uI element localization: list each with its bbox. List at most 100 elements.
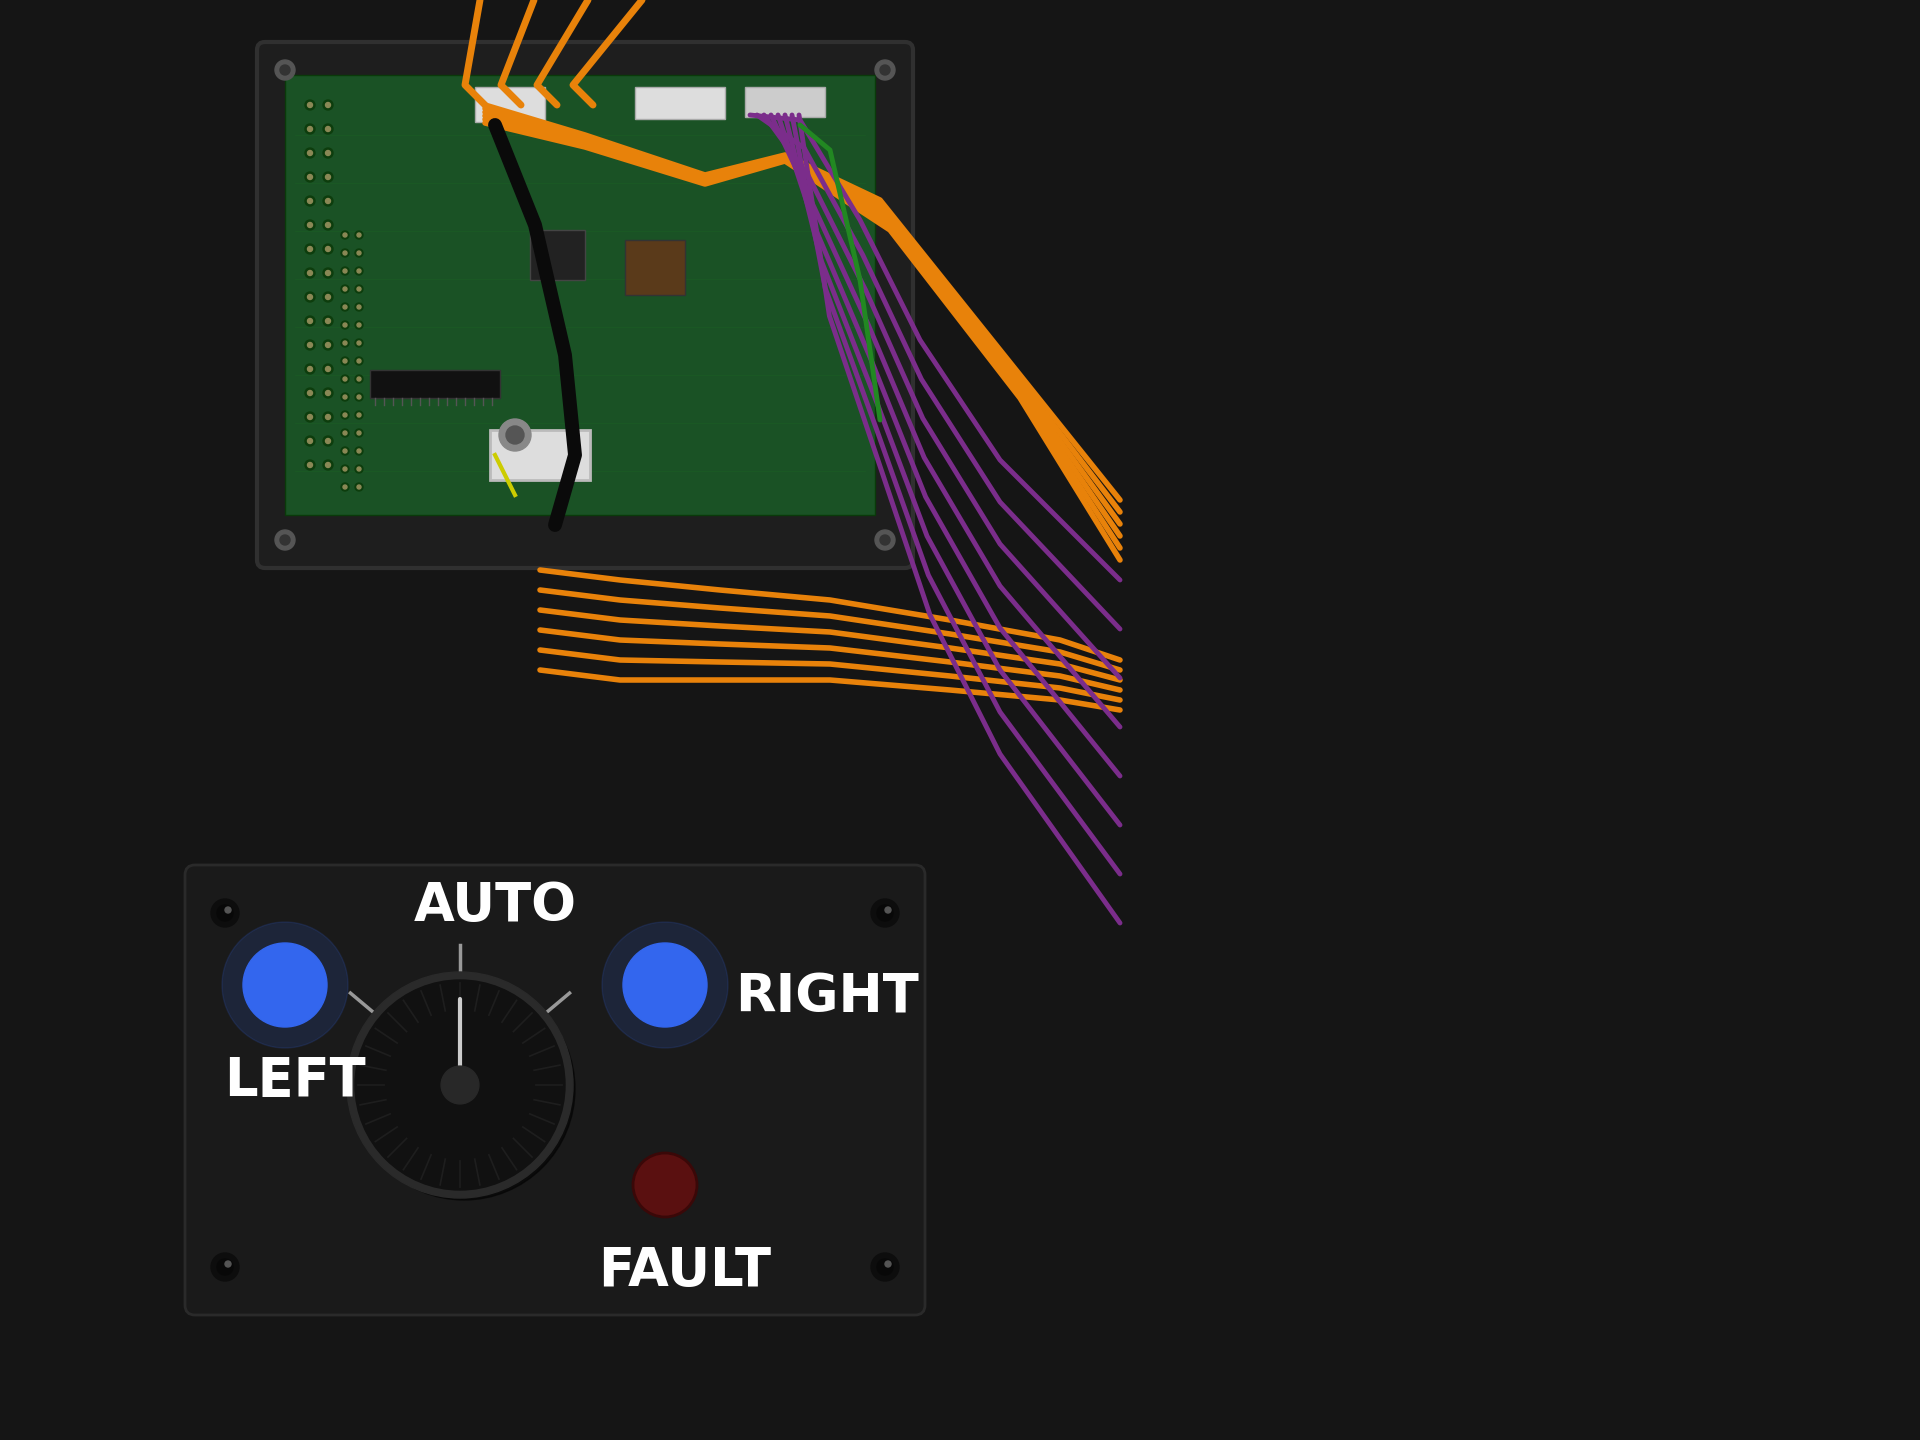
Circle shape — [305, 387, 315, 397]
Bar — [490, 431, 589, 480]
Circle shape — [323, 268, 332, 278]
Circle shape — [357, 251, 361, 255]
Circle shape — [357, 377, 361, 382]
Circle shape — [323, 459, 332, 469]
Circle shape — [355, 374, 363, 383]
Circle shape — [223, 922, 348, 1048]
Circle shape — [305, 268, 315, 278]
Circle shape — [211, 899, 238, 927]
Circle shape — [305, 220, 315, 230]
Circle shape — [876, 60, 895, 81]
Circle shape — [217, 904, 232, 922]
Circle shape — [342, 374, 349, 383]
Circle shape — [323, 148, 332, 158]
Circle shape — [344, 287, 348, 291]
Circle shape — [323, 315, 332, 325]
Circle shape — [344, 395, 348, 399]
Circle shape — [305, 315, 315, 325]
FancyBboxPatch shape — [257, 42, 914, 567]
Bar — [626, 240, 685, 295]
Circle shape — [307, 223, 313, 228]
Circle shape — [344, 485, 348, 490]
Circle shape — [307, 102, 313, 108]
Circle shape — [355, 338, 363, 347]
Circle shape — [305, 148, 315, 158]
Circle shape — [355, 321, 363, 328]
Circle shape — [225, 1261, 230, 1267]
Circle shape — [357, 485, 361, 490]
Circle shape — [355, 465, 363, 472]
Circle shape — [342, 321, 349, 328]
Circle shape — [305, 124, 315, 134]
Circle shape — [355, 981, 564, 1189]
Text: AUTO: AUTO — [413, 880, 576, 932]
Circle shape — [307, 318, 313, 324]
Circle shape — [355, 266, 363, 275]
Circle shape — [885, 1261, 891, 1267]
Circle shape — [307, 390, 313, 396]
Circle shape — [326, 199, 330, 203]
Circle shape — [326, 246, 330, 252]
Circle shape — [355, 230, 363, 239]
Circle shape — [326, 390, 330, 396]
Bar — [530, 230, 586, 279]
Circle shape — [307, 462, 313, 468]
Circle shape — [877, 904, 893, 922]
Circle shape — [307, 174, 313, 180]
Circle shape — [348, 972, 572, 1198]
Circle shape — [326, 223, 330, 228]
Circle shape — [305, 99, 315, 109]
Circle shape — [211, 1253, 238, 1282]
Circle shape — [307, 295, 313, 300]
Circle shape — [323, 220, 332, 230]
Circle shape — [326, 367, 330, 372]
Circle shape — [877, 1259, 893, 1274]
Circle shape — [357, 305, 361, 310]
Circle shape — [326, 102, 330, 108]
Circle shape — [879, 65, 891, 75]
Circle shape — [307, 367, 313, 372]
Circle shape — [323, 243, 332, 253]
Circle shape — [344, 269, 348, 274]
Circle shape — [357, 449, 361, 454]
Circle shape — [342, 482, 349, 491]
Circle shape — [342, 465, 349, 472]
Circle shape — [357, 287, 361, 291]
Circle shape — [344, 341, 348, 346]
Circle shape — [323, 196, 332, 206]
Circle shape — [622, 943, 707, 1027]
Circle shape — [344, 359, 348, 363]
Circle shape — [355, 446, 363, 455]
Circle shape — [507, 426, 524, 444]
FancyBboxPatch shape — [184, 865, 925, 1315]
Circle shape — [305, 459, 315, 469]
Circle shape — [344, 251, 348, 255]
Circle shape — [357, 467, 361, 471]
Circle shape — [342, 410, 349, 419]
Circle shape — [323, 292, 332, 302]
Circle shape — [275, 60, 296, 81]
Circle shape — [355, 482, 363, 491]
Circle shape — [357, 413, 361, 418]
Bar — [636, 86, 726, 120]
Circle shape — [344, 233, 348, 238]
Circle shape — [872, 1253, 899, 1282]
Circle shape — [342, 446, 349, 455]
Circle shape — [323, 124, 332, 134]
Circle shape — [634, 1153, 697, 1217]
Circle shape — [323, 412, 332, 422]
Circle shape — [442, 1066, 478, 1104]
Circle shape — [326, 343, 330, 347]
Circle shape — [879, 536, 891, 544]
Circle shape — [344, 431, 348, 435]
Circle shape — [323, 171, 332, 181]
Text: FAULT: FAULT — [599, 1246, 772, 1297]
Circle shape — [217, 1259, 232, 1274]
Circle shape — [307, 246, 313, 252]
Circle shape — [357, 431, 361, 435]
Circle shape — [307, 343, 313, 347]
Circle shape — [342, 357, 349, 364]
Text: RIGHT: RIGHT — [735, 971, 920, 1022]
Circle shape — [307, 151, 313, 156]
Circle shape — [342, 338, 349, 347]
